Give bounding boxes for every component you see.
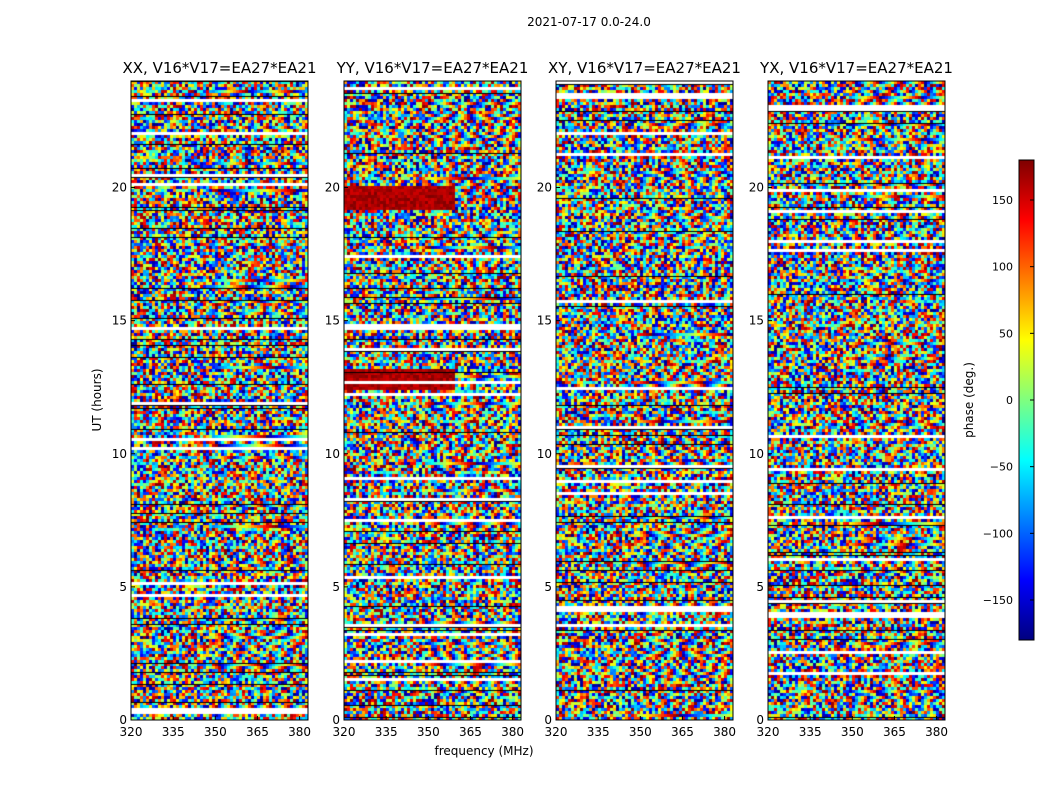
- panel-frame: [555, 80, 734, 721]
- heatmap-image: [768, 81, 945, 720]
- x-tick-label: 350: [629, 725, 652, 739]
- y-tick-label: 20: [112, 181, 127, 195]
- y-tick-label: 10: [749, 447, 764, 461]
- colorbar-tick-label: −100: [983, 527, 1013, 540]
- y-tick-label: 10: [325, 447, 340, 461]
- panel-title: YX, V16*V17=EA27*EA21: [759, 59, 953, 77]
- y-tick-label: 15: [537, 314, 552, 328]
- panel-frame: [767, 80, 946, 721]
- panel-3: XY, V16*V17=EA27*EA21 320 335 350 365 380 0 5 10…: [537, 59, 741, 739]
- colorbar-ticks: −150 −100 −50 0 50 100 150: [983, 194, 1034, 607]
- figure-title: 2021-07-17 0.0-24.0: [527, 15, 651, 29]
- colorbar-tick-label: 150: [992, 194, 1013, 207]
- y-tick-label: 0: [119, 713, 127, 727]
- y-tick-label: 15: [325, 314, 340, 328]
- x-tick-label: 350: [841, 725, 864, 739]
- y-tick-label: 0: [544, 713, 552, 727]
- y-tick-label: 15: [749, 314, 764, 328]
- colorbar-tick-label: 50: [999, 327, 1013, 340]
- colorbar-tick-label: −50: [990, 461, 1013, 474]
- panel-1: XX, V16*V17=EA27*EA21 320 335 350 365 380 0 5 10…: [112, 59, 317, 739]
- colorbar: phase (deg.) −150 −100 −50 0 50 100 150: [962, 159, 1035, 641]
- x-tick-label: 335: [587, 725, 610, 739]
- y-tick-label: 5: [756, 580, 764, 594]
- panel-2: YY, V16*V17=EA27*EA21 320 335 350 365 380 0 5 10…: [325, 59, 529, 739]
- x-tick-label: 380: [501, 725, 524, 739]
- y-tick-label: 20: [537, 181, 552, 195]
- x-tick-label: 335: [799, 725, 822, 739]
- y-tick-label: 0: [332, 713, 340, 727]
- colorbar-tick-label: 0: [1006, 394, 1013, 407]
- y-tick-label: 10: [112, 447, 127, 461]
- y-tick-label: 5: [544, 580, 552, 594]
- panel-frame: [343, 80, 522, 721]
- colorbar-tick-label: 100: [992, 261, 1013, 274]
- x-tick-label: 365: [671, 725, 694, 739]
- x-tick-label: 380: [713, 725, 736, 739]
- panel-title: YY, V16*V17=EA27*EA21: [336, 59, 529, 77]
- x-tick-label: 365: [883, 725, 906, 739]
- heatmap-image: [131, 81, 308, 720]
- heatmap-image: [344, 81, 521, 720]
- x-tick-label: 320: [333, 725, 356, 739]
- y-tick-label: 5: [119, 580, 127, 594]
- x-tick-label: 350: [204, 725, 227, 739]
- y-axis-label: UT (hours): [90, 368, 104, 431]
- x-tick-label: 380: [288, 725, 311, 739]
- x-tick-label: 350: [417, 725, 440, 739]
- panels-group: XX, V16*V17=EA27*EA21 320 335 350 365 380 0 5 10…: [112, 59, 953, 739]
- x-tick-label: 320: [757, 725, 780, 739]
- x-axis-label: frequency (MHz): [434, 744, 533, 758]
- y-tick-label: 5: [332, 580, 340, 594]
- y-tick-label: 0: [756, 713, 764, 727]
- colorbar-label: phase (deg.): [962, 362, 976, 438]
- x-tick-label: 320: [545, 725, 568, 739]
- y-tick-label: 20: [749, 181, 764, 195]
- y-tick-label: 20: [325, 181, 340, 195]
- x-tick-label: 365: [459, 725, 482, 739]
- x-tick-label: 380: [925, 725, 948, 739]
- y-tick-label: 15: [112, 314, 127, 328]
- colorbar-tick-label: −150: [983, 594, 1013, 607]
- panel-frame: [130, 80, 309, 721]
- y-tick-label: 10: [537, 447, 552, 461]
- panel-title: XY, V16*V17=EA27*EA21: [548, 59, 741, 77]
- x-tick-label: 320: [120, 725, 143, 739]
- x-tick-label: 365: [246, 725, 269, 739]
- panel-title: XX, V16*V17=EA27*EA21: [122, 59, 316, 77]
- panel-4: YX, V16*V17=EA27*EA21 320 335 350 365 380 0 5 10…: [749, 59, 953, 739]
- x-tick-label: 335: [162, 725, 185, 739]
- heatmap-image: [556, 81, 733, 720]
- x-tick-label: 335: [375, 725, 398, 739]
